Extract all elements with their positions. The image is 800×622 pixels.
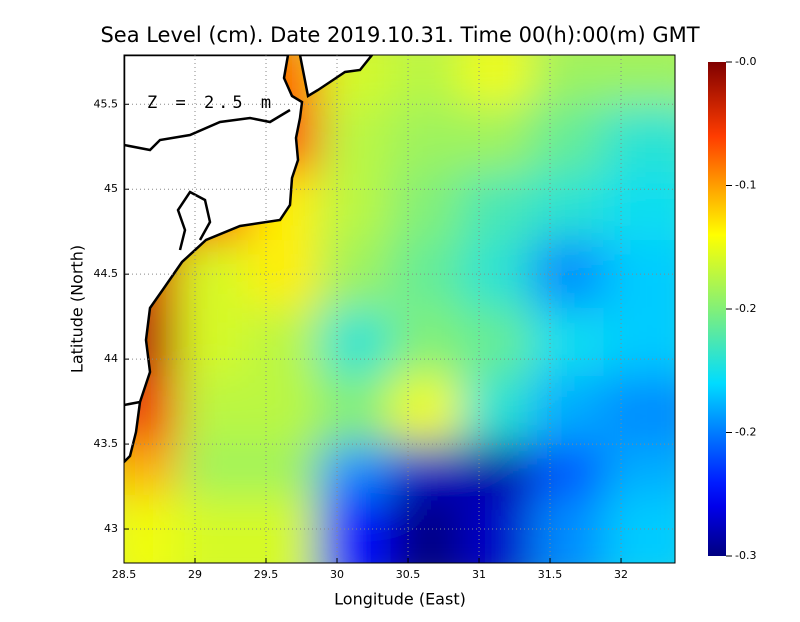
x-tick-label: 29.5 (254, 568, 279, 581)
field (124, 55, 675, 563)
colorbar-tick-label: -0.0 (735, 55, 756, 68)
y-tick-label: 43.5 (94, 437, 119, 450)
colorbar-tick-label: -0.1 (735, 179, 756, 192)
colorbar-tick-label: -0.3 (735, 549, 756, 562)
x-tick-label: 29 (188, 568, 202, 581)
y-tick-label: 43 (104, 522, 118, 535)
x-tick-label: 28.5 (112, 568, 137, 581)
y-tick-label: 44 (104, 352, 118, 365)
coastline (176, 190, 212, 251)
y-axis-label: Latitude (North) (68, 245, 87, 373)
y-tick-label: 44.5 (94, 267, 119, 280)
x-tick-label: 31 (472, 568, 486, 581)
chart-title: Sea Level (cm). Date 2019.10.31. Time 00… (100, 23, 699, 47)
colorbar (708, 62, 726, 556)
y-tick-label: 45.5 (94, 97, 119, 110)
land (124, 55, 304, 464)
y-tick-label: 45 (104, 182, 118, 195)
coastline (124, 108, 291, 152)
field-cell (603, 495, 675, 563)
x-tick-label: 32 (614, 568, 628, 581)
colorbar-tick-label: -0.2 (735, 302, 756, 315)
colorbar-tick-label: -0.2 (735, 426, 756, 439)
annotation: Z = 2.5 m (147, 93, 275, 113)
x-tick-label: 31.5 (538, 568, 563, 581)
x-axis-label: Longitude (East) (334, 590, 466, 609)
land (298, 55, 374, 98)
coastline (124, 400, 141, 407)
plot-frame (123, 54, 676, 564)
x-tick-label: 30 (330, 568, 344, 581)
x-tick-label: 30.5 (396, 568, 421, 581)
